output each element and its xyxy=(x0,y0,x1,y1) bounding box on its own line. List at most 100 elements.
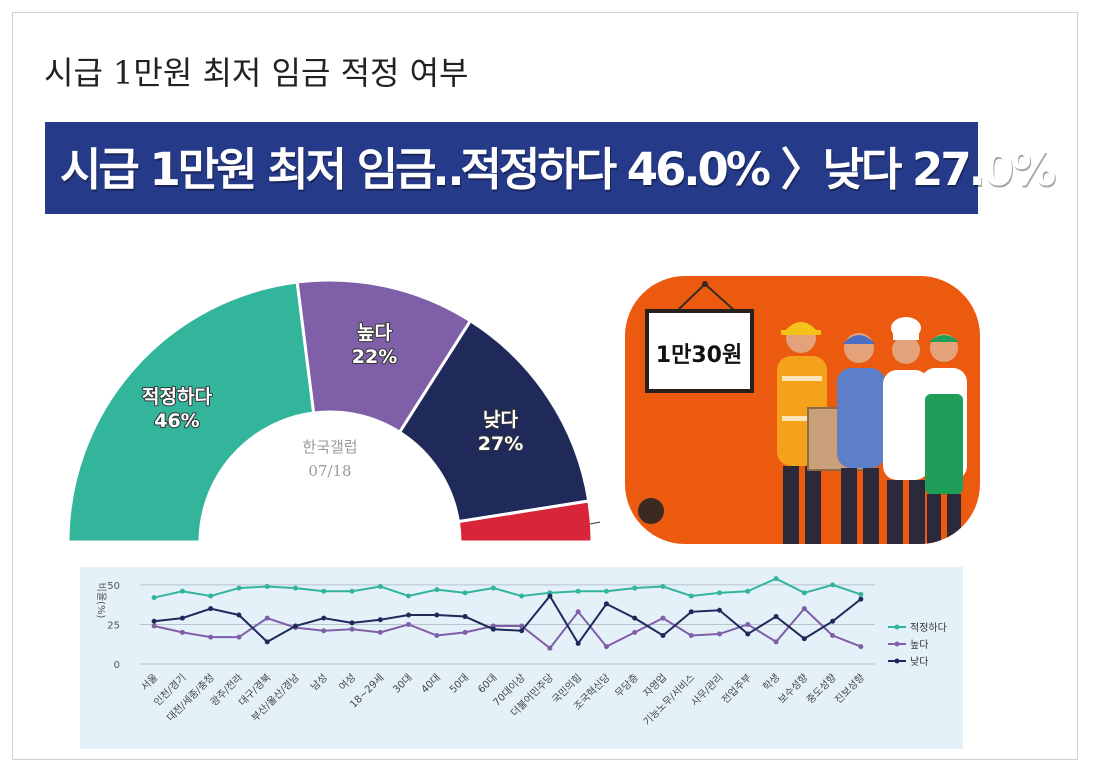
data-point-높다 xyxy=(830,633,836,639)
x-tick-label: 서울 xyxy=(139,672,161,694)
data-point-적정하다 xyxy=(830,582,836,588)
y-tick-label: 25 xyxy=(107,620,120,631)
data-point-낮다 xyxy=(377,617,383,623)
data-point-적정하다 xyxy=(490,585,496,591)
data-point-낮다 xyxy=(745,631,751,637)
x-tick-label: 학생 xyxy=(761,672,783,694)
barista-worker-icon xyxy=(921,334,967,544)
data-point-낮다 xyxy=(179,615,185,621)
gauge-slice-value: 22% xyxy=(352,346,397,368)
data-point-낮다 xyxy=(575,640,581,646)
data-point-적정하다 xyxy=(519,593,525,599)
data-point-적정하다 xyxy=(688,593,694,599)
x-tick-label: 전업주부 xyxy=(719,671,754,706)
data-point-낮다 xyxy=(406,612,412,618)
legend-marker xyxy=(894,658,900,664)
data-point-높다 xyxy=(462,629,468,635)
headline-banner xyxy=(45,122,978,214)
headline-text: 시급 1만원 최저 임금‥적정하다 46.0% 〉낮다 27.0% xyxy=(60,143,1056,196)
x-tick-label: 진보성향 xyxy=(832,672,867,707)
data-point-높다 xyxy=(717,631,723,637)
gauge-slice-name: 적정하다 xyxy=(142,386,212,408)
data-point-낮다 xyxy=(434,612,440,618)
y-tick-label: 0 xyxy=(114,660,120,671)
data-point-낮다 xyxy=(236,612,242,618)
data-point-높다 xyxy=(434,633,440,639)
data-point-높다 xyxy=(179,629,185,635)
data-point-적정하다 xyxy=(151,595,157,601)
x-tick-label: 여성 xyxy=(337,672,359,694)
data-point-낮다 xyxy=(632,615,638,621)
series-line-적정하다 xyxy=(153,577,862,599)
data-point-적정하다 xyxy=(264,583,270,589)
data-point-낮다 xyxy=(773,614,779,620)
data-point-적정하다 xyxy=(434,587,440,593)
data-point-적정하다 xyxy=(292,585,298,591)
data-point-높다 xyxy=(603,644,609,650)
data-point-적정하다 xyxy=(660,583,666,589)
data-point-낮다 xyxy=(519,628,525,634)
x-tick-label: 60대 xyxy=(475,672,499,696)
data-point-낮다 xyxy=(151,618,157,624)
data-point-적정하다 xyxy=(575,588,581,594)
data-point-적정하다 xyxy=(801,590,807,596)
data-point-낮다 xyxy=(858,596,864,602)
data-point-적정하다 xyxy=(632,585,638,591)
data-point-낮다 xyxy=(688,609,694,615)
x-tick-label: 무당층 xyxy=(613,672,641,700)
data-point-높다 xyxy=(236,634,242,640)
data-point-적정하다 xyxy=(208,593,214,599)
data-point-낮다 xyxy=(830,618,836,624)
x-tick-label: 남성 xyxy=(308,672,330,694)
data-point-높다 xyxy=(858,644,864,650)
data-point-낮다 xyxy=(292,623,298,629)
series-line-높다 xyxy=(153,607,862,650)
gauge-date: 07/18 xyxy=(308,462,351,480)
data-point-적정하다 xyxy=(179,588,185,594)
data-point-적정하다 xyxy=(377,583,383,589)
legend-label: 높다 xyxy=(910,639,928,651)
data-point-높다 xyxy=(208,634,214,640)
data-point-낮다 xyxy=(321,615,327,621)
data-point-높다 xyxy=(801,606,807,612)
data-point-낮다 xyxy=(547,593,553,599)
legend-marker xyxy=(894,624,900,630)
data-point-적정하다 xyxy=(745,588,751,594)
data-point-낮다 xyxy=(208,606,214,612)
price-sign xyxy=(645,309,754,393)
gauge-slice-other xyxy=(456,499,594,544)
data-point-높다 xyxy=(547,645,553,651)
gauge-slice-적정하다 xyxy=(66,280,316,544)
data-point-높다 xyxy=(349,626,355,632)
data-point-적정하다 xyxy=(349,588,355,594)
y-tick-label: 50 xyxy=(107,581,120,592)
data-point-낮다 xyxy=(462,614,468,620)
data-point-적정하다 xyxy=(603,588,609,594)
data-point-낮다 xyxy=(660,633,666,639)
minimum-wage-illustration: 1만30원 xyxy=(625,276,980,544)
data-point-높다 xyxy=(264,615,270,621)
data-point-높다 xyxy=(575,609,581,615)
x-tick-label: 보수성향 xyxy=(776,672,811,707)
x-tick-label: 중도성향 xyxy=(804,672,839,707)
gauge-slice-name: 높다 xyxy=(357,322,392,344)
data-point-적정하다 xyxy=(858,591,864,597)
gauge-source: 한국갤럽 xyxy=(302,438,357,456)
data-point-적정하다 xyxy=(462,590,468,596)
x-tick-label: 기능노무/서비스 xyxy=(641,672,697,728)
data-point-낮다 xyxy=(717,607,723,613)
data-point-적정하다 xyxy=(236,585,242,591)
legend-label: 낮다 xyxy=(910,656,928,668)
page-title: 시급 1만원 최저 임금 적정 여부 xyxy=(44,54,469,92)
page-frame xyxy=(12,12,1078,760)
data-point-높다 xyxy=(406,621,412,627)
data-point-높다 xyxy=(519,623,525,629)
x-tick-label: 부산/울산/경남 xyxy=(249,671,302,724)
data-point-낮다 xyxy=(801,636,807,642)
data-point-높다 xyxy=(377,629,383,635)
data-point-적정하다 xyxy=(321,588,327,594)
price-sign-text: 1만30원 xyxy=(656,343,742,368)
gauge-slice-낮다 xyxy=(397,318,591,524)
data-point-높다 xyxy=(688,633,694,639)
